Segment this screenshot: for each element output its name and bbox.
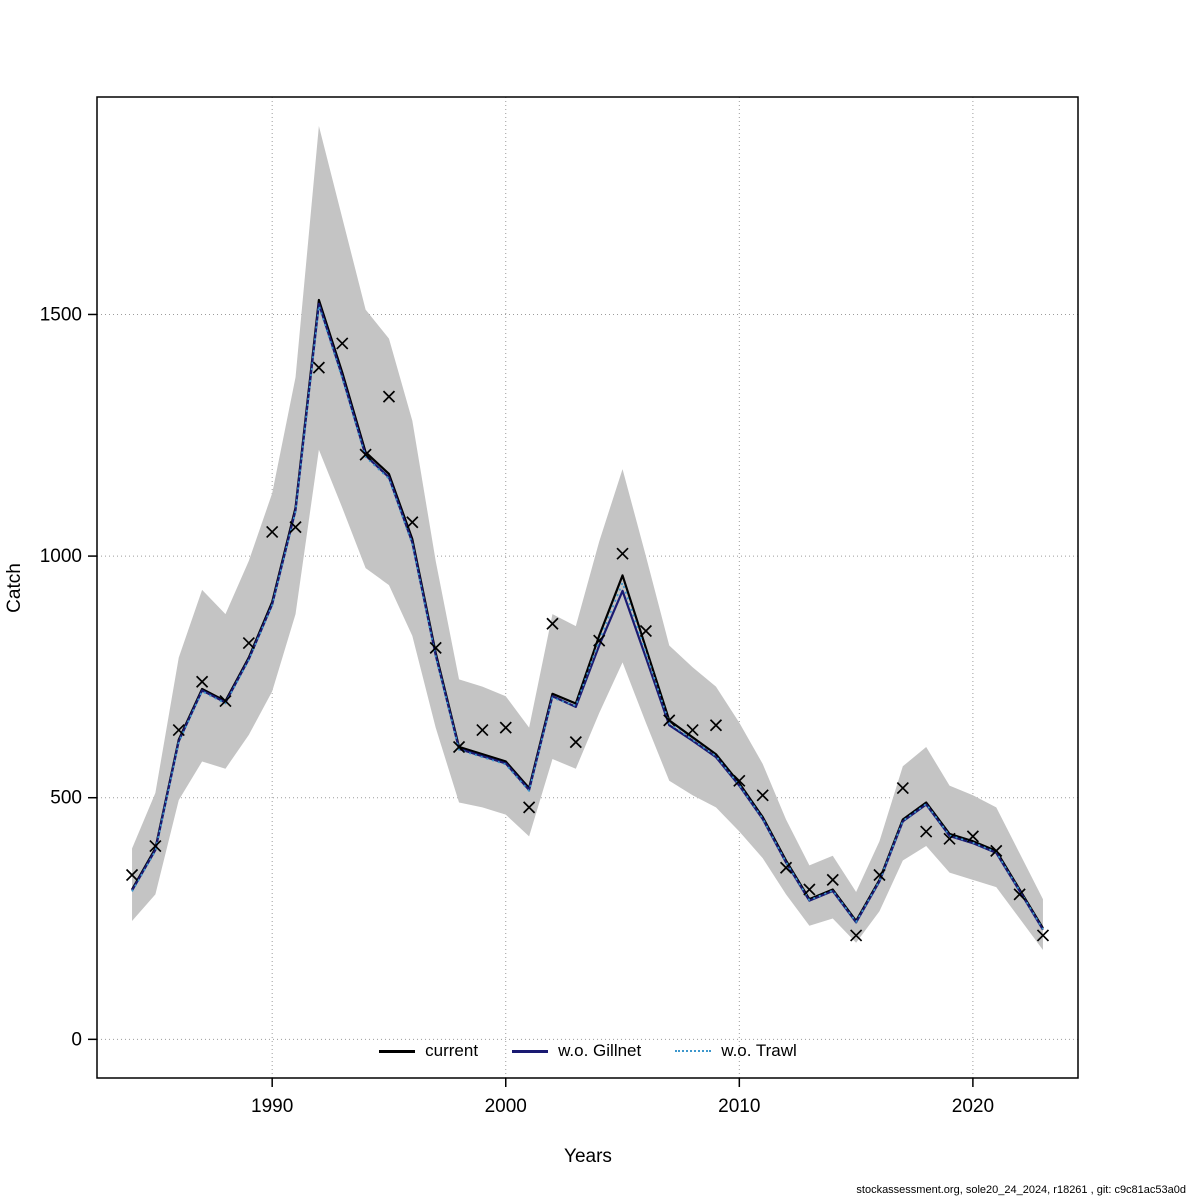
observation-marker — [873, 868, 886, 882]
observation-marker — [125, 868, 139, 882]
observation-marker — [546, 617, 559, 630]
observation-marker — [219, 694, 232, 708]
observation-marker — [1013, 888, 1026, 901]
legend-label: current — [425, 1041, 479, 1060]
observation-marker — [896, 781, 909, 795]
observation-marker — [920, 825, 933, 838]
legend-label: w.o. Trawl — [721, 1041, 797, 1060]
observation-marker — [429, 641, 442, 655]
series-line-w-o-trawl — [131, 304, 1044, 930]
observation-marker — [990, 844, 1003, 857]
observation-marker — [943, 832, 956, 845]
x-tick-label: 1990 — [251, 1096, 293, 1117]
observation-marker — [499, 721, 512, 734]
legend-line-swatch — [512, 1049, 549, 1053]
observation-marker — [266, 525, 279, 539]
observation-marker — [1036, 929, 1050, 942]
plot-border — [96, 96, 1079, 1079]
source-footnote: stockassessment.org, sole20_24_2024, r18… — [856, 1184, 1186, 1196]
y-tick-label: 0 — [71, 1029, 82, 1050]
observation-marker — [242, 636, 255, 650]
legend-item-w-o-trawl: w.o. Trawl — [675, 1041, 797, 1061]
observation-marker — [289, 520, 302, 534]
observation-marker — [709, 719, 723, 732]
y-axis-label: Catch — [4, 563, 25, 613]
y-tick-label: 500 — [50, 788, 82, 809]
x-tick-label: 2010 — [718, 1096, 760, 1117]
observation-marker — [663, 714, 676, 727]
legend-line-swatch — [379, 1049, 416, 1053]
observation-marker — [639, 624, 652, 638]
x-axis-label: Years — [564, 1146, 612, 1167]
observation-marker — [756, 789, 769, 802]
observation-marker — [523, 801, 536, 814]
observation-marker — [850, 929, 863, 942]
observation-marker — [359, 448, 372, 461]
observation-marker — [476, 723, 489, 737]
observation-marker — [803, 883, 816, 896]
observation-marker — [966, 830, 979, 843]
observation-marker — [312, 361, 325, 374]
legend-item-current: current — [379, 1041, 478, 1061]
observation-marker — [406, 516, 419, 529]
observation-marker — [172, 723, 185, 737]
x-tick-label: 2020 — [952, 1096, 994, 1117]
observation-marker — [826, 873, 839, 886]
x-tick-label: 2000 — [485, 1096, 527, 1117]
observation-marker — [569, 736, 582, 749]
legend-label: w.o. Gillnet — [558, 1041, 642, 1060]
observation-marker — [593, 634, 606, 647]
legend: current w.o. Gillnet w.o. Trawl — [0, 1041, 1176, 1061]
observation-marker — [336, 337, 349, 350]
observation-marker — [686, 723, 699, 737]
observation-marker — [779, 861, 793, 874]
y-tick-label: 1500 — [40, 304, 82, 325]
observation-marker — [382, 390, 396, 403]
observation-marker — [616, 547, 629, 560]
confidence-band — [132, 125, 1043, 950]
observation-marker — [196, 675, 209, 688]
observation-marker — [733, 774, 746, 787]
legend-line-swatch — [675, 1050, 712, 1052]
legend-item-w-o-gillnet: w.o. Gillnet — [512, 1041, 641, 1061]
y-tick-label: 1000 — [40, 546, 82, 567]
observation-marker — [149, 839, 162, 853]
observation-marker — [452, 740, 466, 754]
